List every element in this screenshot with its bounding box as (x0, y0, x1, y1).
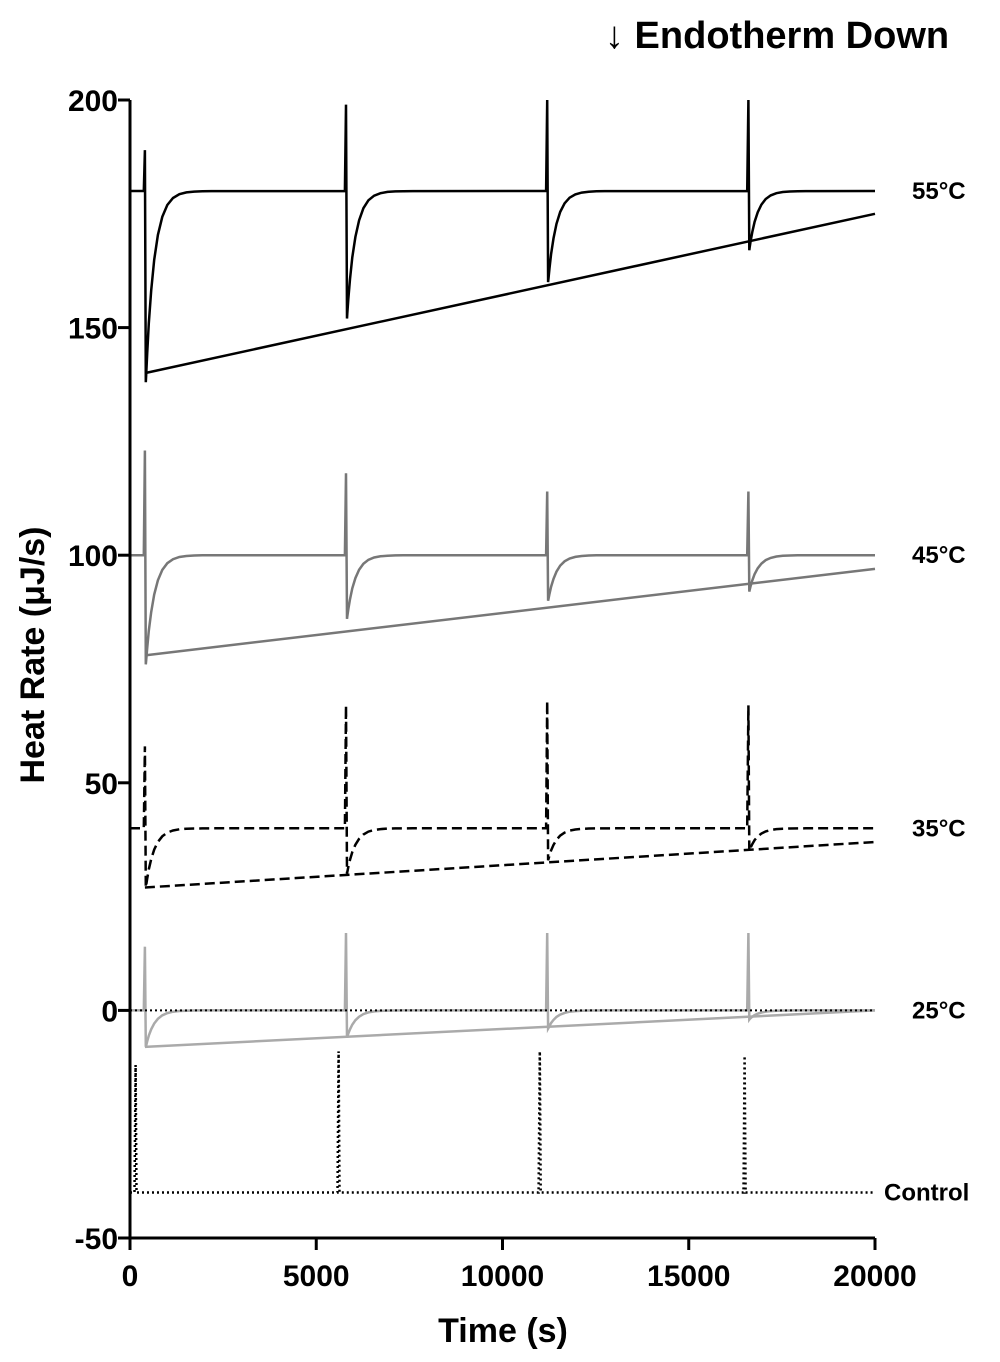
x-tick-label: 15000 (647, 1260, 730, 1293)
series-labels: 55°C 45°C 35°C 25°C Control (884, 178, 969, 1206)
series-1 (130, 450, 876, 665)
series-trend-line (144, 212, 876, 375)
plot-area (130, 99, 876, 1194)
series-trend-line (144, 567, 876, 657)
y-tick-label: 0 (101, 995, 118, 1028)
x-tick-label: 20000 (833, 1260, 916, 1293)
y-tick-label: -50 (75, 1223, 118, 1256)
y-tick-label: 150 (68, 313, 118, 346)
series-label: 35°C (912, 815, 966, 842)
series-3 (130, 932, 876, 1049)
series-2 (130, 700, 876, 889)
x-axis-title: Time (s) (438, 1312, 568, 1350)
series-label: 25°C (912, 997, 966, 1024)
x-tick-label: 0 (122, 1260, 139, 1293)
series-line (130, 700, 875, 888)
y-tick-label: 100 (68, 540, 118, 573)
x-tick-label: 5000 (283, 1260, 350, 1293)
series-line (130, 99, 876, 383)
y-tick-label: 200 (68, 85, 118, 118)
x-tick-label: 10000 (461, 1260, 544, 1293)
series-trend-line (144, 840, 876, 889)
series-line (130, 1051, 875, 1194)
y-axis-ticks: -50 0 50 100 150 200 (68, 85, 130, 1256)
series-trend-line (144, 1009, 876, 1049)
endotherm-annotation: ↓ Endotherm Down (605, 15, 949, 57)
x-axis-ticks: 0 5000 10000 15000 20000 (122, 1238, 917, 1293)
series-line (130, 450, 875, 665)
series-0 (130, 99, 876, 383)
series-label: 45°C (912, 542, 966, 569)
series-label: 55°C (912, 178, 966, 205)
series-label: Control (884, 1179, 969, 1206)
series-4 (130, 1009, 875, 1194)
y-axis-title: Heat Rate (μJ/s) (14, 527, 52, 784)
y-tick-label: 50 (85, 768, 118, 801)
